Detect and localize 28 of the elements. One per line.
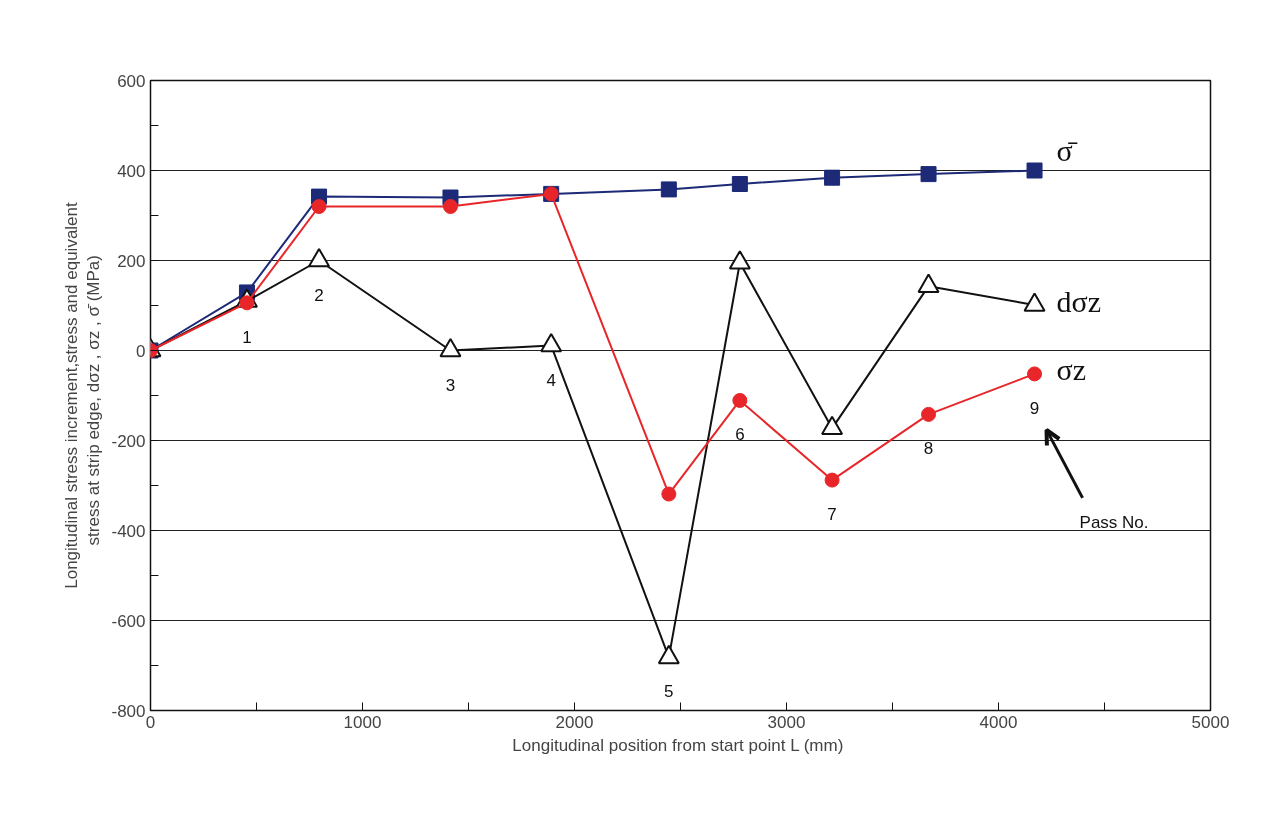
y-tick-label: -400 xyxy=(111,521,146,541)
y-tick-label: 600 xyxy=(117,71,146,91)
annotation: 6 xyxy=(735,425,745,445)
series-label: σ̄ xyxy=(1056,134,1078,167)
y-tick-label: -600 xyxy=(111,611,146,631)
x-tick-label: 3000 xyxy=(767,712,806,732)
y-tick-label: 400 xyxy=(117,161,146,181)
x-tick-label: 5000 xyxy=(1191,712,1230,732)
x-tick-label: 1000 xyxy=(343,712,382,732)
annotation: 3 xyxy=(445,375,456,395)
y-tick-label: -800 xyxy=(111,701,146,721)
series-label: σz xyxy=(1056,353,1087,387)
y-tick-label: -200 xyxy=(111,431,146,451)
x-axis-title: Longitudinal position from start point L (mm) xyxy=(512,735,844,755)
annotation: Pass No. xyxy=(1079,513,1149,533)
annotation: 4 xyxy=(546,370,556,390)
series-label: dσz xyxy=(1056,284,1102,318)
y-axis-title: Longitudinal stress increment,stress and equivalent stress at strip edge, dσz , σz , σ̄ (MPa) xyxy=(61,201,104,589)
annotation: 8 xyxy=(923,439,934,459)
annotation: 7 xyxy=(827,505,837,525)
x-tick-label: 4000 xyxy=(979,712,1018,732)
y-tick-label: 0 xyxy=(136,341,146,361)
annotation: 9 xyxy=(1029,398,1040,418)
annotation: 1 xyxy=(242,327,252,347)
x-tick-label: 2000 xyxy=(555,712,594,732)
annotation: 5 xyxy=(664,682,674,702)
y-tick-label: 200 xyxy=(117,251,146,271)
annotation: 2 xyxy=(314,285,324,305)
